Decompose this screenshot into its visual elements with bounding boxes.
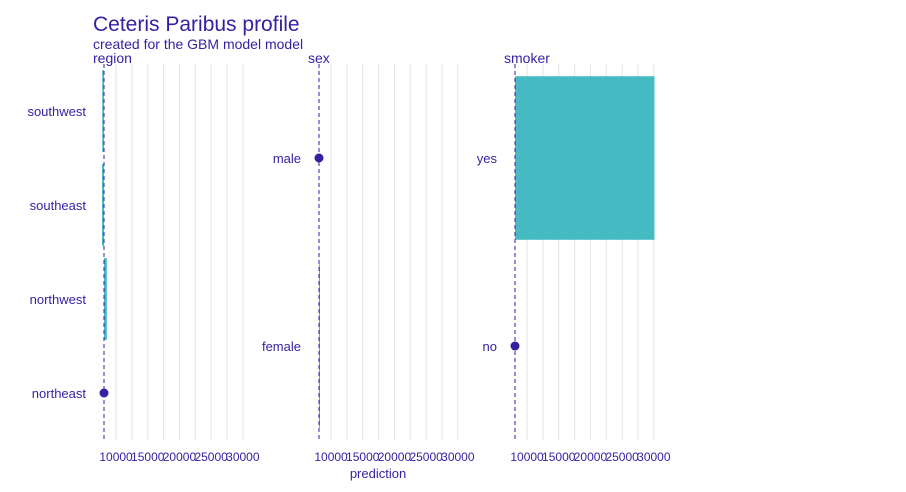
x-tick-label: 25000	[409, 450, 443, 464]
panel-label-region: region	[93, 50, 132, 66]
x-tick-label: 10000	[510, 450, 544, 464]
chart-subtitle: created for the GBM model model	[93, 36, 304, 52]
panel-label-smoker: smoker	[504, 50, 550, 66]
x-tick-label: 20000	[378, 450, 412, 464]
chart-title: Ceteris Paribus profile	[93, 13, 300, 36]
x-tick-label: 15000	[131, 450, 165, 464]
x-tick-label: 30000	[226, 450, 260, 464]
x-tick-label: 25000	[194, 450, 228, 464]
bar	[515, 76, 655, 240]
x-tick-label: 15000	[542, 450, 576, 464]
panel-label-sex: sex	[308, 50, 330, 66]
x-tick-label: 30000	[441, 450, 475, 464]
x-tick-label: 30000	[637, 450, 671, 464]
x-tick-label: 15000	[346, 450, 380, 464]
x-tick-label: 10000	[99, 450, 133, 464]
category-label: southwest	[27, 104, 86, 119]
bar	[102, 70, 104, 152]
category-label: southeast	[30, 198, 87, 213]
category-label: northwest	[30, 292, 87, 307]
category-label: northeast	[32, 386, 87, 401]
x-tick-label: 20000	[574, 450, 608, 464]
x-tick-label: 10000	[314, 450, 348, 464]
category-label: yes	[477, 151, 498, 166]
bar	[104, 258, 107, 340]
category-label: male	[273, 151, 301, 166]
x-axis-label: prediction	[350, 466, 406, 481]
x-tick-label: 25000	[605, 450, 639, 464]
category-label: female	[262, 339, 301, 354]
bar	[101, 164, 104, 246]
x-tick-label: 20000	[163, 450, 197, 464]
category-label: no	[483, 339, 497, 354]
